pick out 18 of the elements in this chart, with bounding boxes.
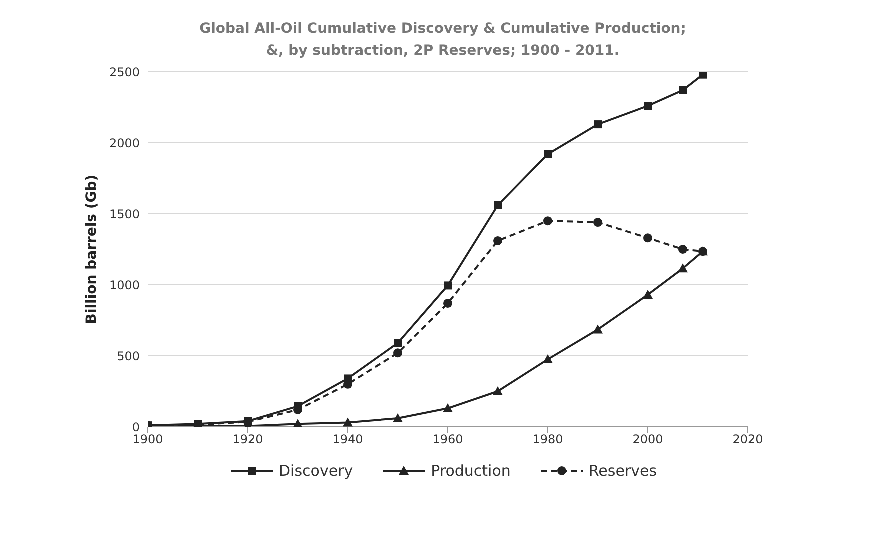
x-tick-label: 2000 [632, 432, 664, 447]
y-tick-label: 0 [132, 420, 140, 434]
chart-title: Global All-Oil Cumulative Discovery & Cumulative Production; &, by subtraction, 2P Reserves; 1900 - 2011. [198, 20, 688, 61]
legend-label: Production [431, 462, 511, 480]
y-tick-label: 1000 [109, 278, 140, 292]
y-tick-label: 1500 [109, 207, 140, 222]
legend-label: Discovery [278, 462, 354, 480]
x-tick-label: 1940 [332, 432, 364, 447]
x-tick-label: 1960 [432, 432, 464, 447]
y-axis-title: Billion barrels (Gb) [84, 174, 100, 324]
legend-label: Reserves [588, 462, 658, 480]
y-tick-label: 2500 [109, 65, 140, 80]
y-tick-label: 2000 [109, 136, 140, 150]
x-tick-label: 2020 [732, 432, 764, 447]
x-tick-label: 1980 [532, 432, 564, 447]
x-tick-label: 1920 [232, 432, 264, 447]
y-tick-label: 500 [117, 349, 140, 364]
x-tick-label: 1900 [132, 432, 164, 447]
